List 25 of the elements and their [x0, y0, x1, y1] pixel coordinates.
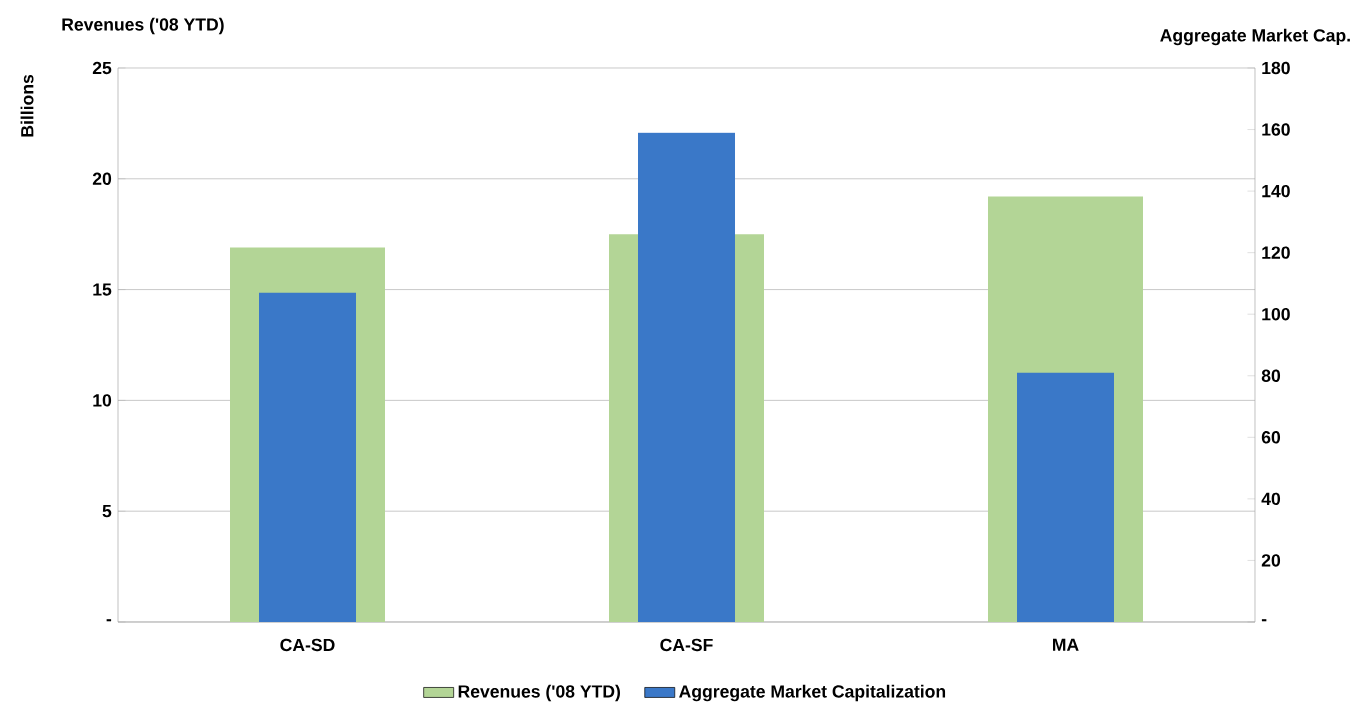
y-tick-label: 10 [93, 394, 112, 407]
y-axis-title: Billions [20, 74, 34, 137]
bar [1017, 372, 1114, 622]
y2-axis-title: Aggregate Market Cap. [1160, 28, 1350, 46]
y2-tick-label: 60 [1261, 431, 1281, 444]
legend-label: Aggregate Market Capitalization [679, 684, 946, 702]
x-tick-label: CA-SD [280, 638, 335, 652]
y2-tick-label: 160 [1262, 123, 1290, 136]
y2-tick-label: 100 [1262, 308, 1290, 321]
x-tick-label: MA [1053, 638, 1079, 651]
x-tick-label: CA-SF [660, 638, 713, 652]
y-tick-label: 25 [92, 61, 112, 75]
y-tick-label: 5 [102, 505, 112, 518]
y2-tick-label: - [1261, 619, 1267, 622]
text: Revenues ('08 YTD) [62, 17, 224, 35]
y-tick-label: - [106, 619, 112, 622]
y2-tick-label: 20 [1261, 554, 1281, 567]
y2-tick-label: 40 [1261, 492, 1281, 506]
y-tick-label: 20 [92, 172, 112, 185]
y2-tick-label: 80 [1261, 369, 1281, 382]
y2-tick-label: 140 [1262, 184, 1290, 198]
y2-tick-label: 180 [1262, 61, 1290, 75]
legend-label: Revenues ('08 YTD) [458, 684, 621, 702]
y-tick-label: 15 [93, 283, 112, 296]
y2-tick-label: 120 [1262, 246, 1290, 259]
